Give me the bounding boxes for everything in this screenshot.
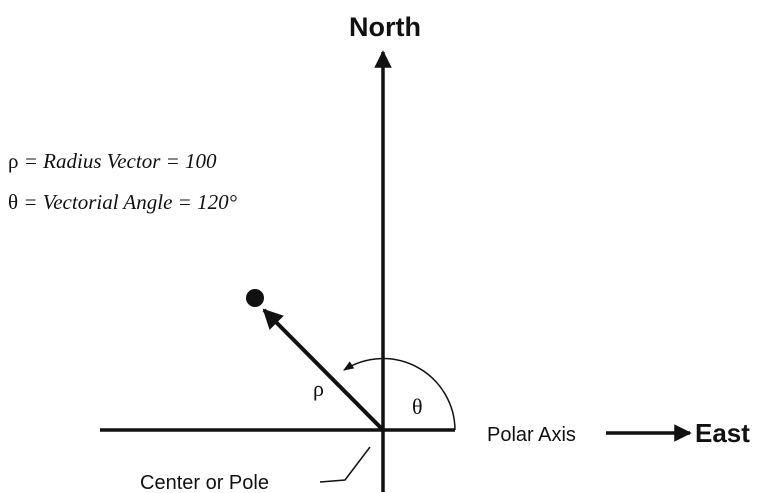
pole-label: Center or Pole	[140, 472, 269, 493]
legend-text: = Vectorial Angle = 120°	[23, 190, 237, 214]
radius-vector	[262, 308, 385, 432]
legend-text: = Radius Vector = 100	[24, 149, 217, 173]
polar-axis-label: Polar Axis	[487, 424, 576, 446]
legend-symbol: ρ	[8, 149, 18, 173]
rho-label: ρ	[313, 376, 324, 401]
legend-item: ρ = Radius Vector = 100	[8, 149, 217, 173]
east-label: East	[695, 418, 750, 448]
theta-label: θ	[412, 394, 423, 419]
pole-leader	[319, 446, 371, 483]
north-label: North	[349, 12, 421, 42]
legend-symbol: θ	[8, 190, 18, 214]
point	[246, 289, 264, 307]
angle-arc	[343, 357, 456, 431]
legend-item: θ = Vectorial Angle = 120°	[8, 190, 238, 214]
